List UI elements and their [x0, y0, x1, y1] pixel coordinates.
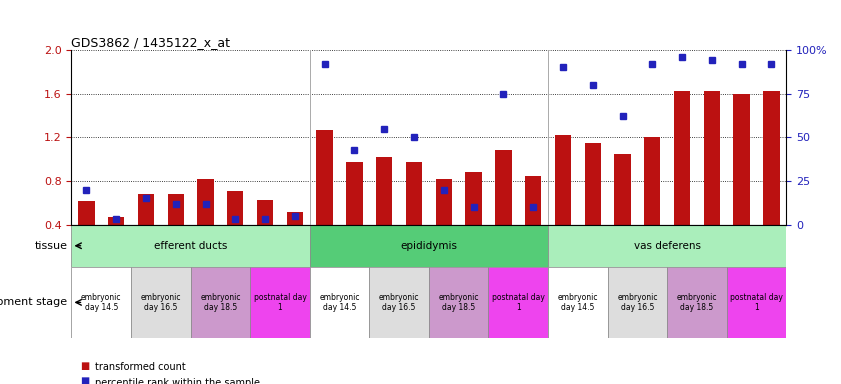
Bar: [251, 267, 309, 338]
Bar: [309, 225, 548, 267]
Bar: [131, 267, 191, 338]
Text: embryonic
day 18.5: embryonic day 18.5: [200, 293, 241, 312]
Text: embryonic
day 14.5: embryonic day 14.5: [320, 293, 360, 312]
Bar: [667, 267, 727, 338]
Text: embryonic
day 14.5: embryonic day 14.5: [558, 293, 598, 312]
Bar: [607, 267, 667, 338]
Text: postnatal day
1: postnatal day 1: [492, 293, 545, 312]
Bar: [369, 267, 429, 338]
Text: development stage: development stage: [0, 297, 67, 308]
Bar: [406, 162, 422, 225]
Bar: [495, 151, 511, 225]
Bar: [733, 94, 750, 225]
Bar: [287, 212, 303, 225]
Text: embryonic
day 14.5: embryonic day 14.5: [81, 293, 121, 312]
Bar: [429, 267, 489, 338]
Bar: [764, 91, 780, 225]
Text: ■: ■: [80, 376, 89, 384]
Text: embryonic
day 18.5: embryonic day 18.5: [438, 293, 479, 312]
Bar: [191, 267, 251, 338]
Text: postnatal day
1: postnatal day 1: [253, 293, 306, 312]
Text: epididymis: epididymis: [400, 241, 458, 251]
Bar: [138, 194, 154, 225]
Bar: [555, 135, 571, 225]
Bar: [525, 175, 542, 225]
Text: embryonic
day 16.5: embryonic day 16.5: [617, 293, 658, 312]
Text: vas deferens: vas deferens: [633, 241, 701, 251]
Bar: [167, 194, 184, 225]
Text: tissue: tissue: [34, 241, 67, 251]
Bar: [489, 267, 548, 338]
Bar: [704, 91, 720, 225]
Bar: [584, 143, 601, 225]
Bar: [108, 217, 124, 225]
Bar: [227, 191, 244, 225]
Bar: [71, 225, 309, 267]
Bar: [548, 225, 786, 267]
Text: ■: ■: [80, 361, 89, 371]
Bar: [674, 91, 690, 225]
Text: embryonic
day 16.5: embryonic day 16.5: [140, 293, 181, 312]
Bar: [198, 179, 214, 225]
Bar: [257, 200, 273, 225]
Bar: [309, 267, 369, 338]
Text: embryonic
day 18.5: embryonic day 18.5: [677, 293, 717, 312]
Bar: [436, 179, 452, 225]
Text: postnatal day
1: postnatal day 1: [730, 293, 783, 312]
Bar: [316, 130, 333, 225]
Text: embryonic
day 16.5: embryonic day 16.5: [379, 293, 420, 312]
Bar: [346, 162, 362, 225]
Bar: [644, 137, 660, 225]
Bar: [548, 267, 607, 338]
Bar: [614, 154, 631, 225]
Bar: [376, 157, 393, 225]
Bar: [78, 200, 94, 225]
Text: transformed count: transformed count: [95, 362, 186, 372]
Bar: [727, 267, 786, 338]
Text: GDS3862 / 1435122_x_at: GDS3862 / 1435122_x_at: [71, 36, 230, 49]
Bar: [71, 267, 131, 338]
Text: efferent ducts: efferent ducts: [154, 241, 227, 251]
Text: percentile rank within the sample: percentile rank within the sample: [95, 378, 260, 384]
Bar: [465, 172, 482, 225]
